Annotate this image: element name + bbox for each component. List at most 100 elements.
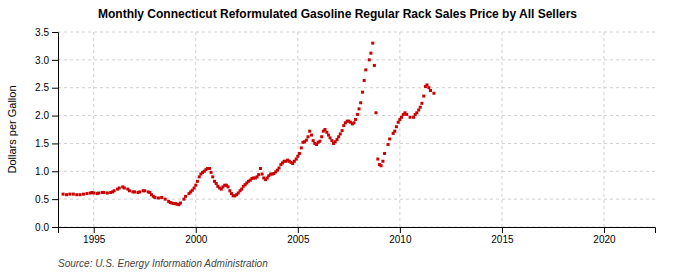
tick-mark bbox=[52, 171, 58, 172]
tick-mark bbox=[52, 227, 58, 228]
point bbox=[193, 187, 196, 190]
point bbox=[198, 175, 201, 178]
point bbox=[113, 189, 116, 192]
point bbox=[210, 171, 213, 174]
grid-line bbox=[58, 32, 655, 33]
point bbox=[97, 192, 100, 195]
point bbox=[352, 121, 355, 124]
tick: 0.0 bbox=[35, 222, 58, 233]
point bbox=[336, 138, 339, 141]
tick: 2020 bbox=[593, 227, 616, 245]
point bbox=[92, 192, 95, 195]
point bbox=[354, 118, 357, 121]
point bbox=[72, 193, 75, 196]
grid-line bbox=[58, 87, 655, 88]
grid-line bbox=[501, 32, 502, 227]
tick-label: 1.5 bbox=[35, 138, 49, 149]
point bbox=[320, 135, 323, 138]
point bbox=[68, 193, 71, 196]
point bbox=[373, 64, 376, 67]
tick-label: 2.5 bbox=[35, 82, 49, 93]
tick: 2000 bbox=[185, 227, 208, 245]
tick-label: 1995 bbox=[83, 234, 106, 245]
tick-mark bbox=[298, 227, 299, 233]
point bbox=[118, 187, 121, 190]
point bbox=[259, 167, 262, 170]
point bbox=[228, 189, 231, 192]
tick: 1.0 bbox=[35, 166, 58, 177]
point bbox=[426, 83, 429, 86]
point bbox=[417, 109, 420, 112]
point bbox=[164, 198, 167, 201]
grid-line bbox=[93, 32, 94, 227]
point bbox=[330, 139, 333, 142]
point bbox=[208, 167, 211, 170]
point bbox=[196, 180, 199, 183]
tick-mark bbox=[52, 60, 58, 61]
point bbox=[371, 42, 374, 45]
point bbox=[79, 193, 82, 196]
tick-mark bbox=[52, 116, 58, 117]
point bbox=[308, 130, 311, 133]
point bbox=[227, 185, 230, 188]
point bbox=[85, 192, 88, 195]
point bbox=[364, 68, 367, 71]
point bbox=[182, 198, 185, 201]
point bbox=[75, 193, 78, 196]
point bbox=[412, 116, 415, 119]
point bbox=[194, 184, 197, 187]
point bbox=[368, 58, 371, 61]
tick: 2.5 bbox=[35, 82, 58, 93]
point bbox=[427, 86, 430, 89]
point bbox=[278, 166, 281, 169]
plot-area: 1995200020052010201520200.00.51.01.52.02… bbox=[35, 27, 655, 245]
tick-mark bbox=[196, 227, 197, 233]
tick-mark bbox=[52, 143, 58, 144]
y-axis-title: Dollars per Gallon bbox=[6, 85, 18, 173]
point bbox=[359, 101, 362, 104]
point bbox=[415, 111, 418, 114]
point bbox=[393, 130, 396, 133]
point bbox=[374, 111, 377, 114]
tick-mark bbox=[94, 227, 95, 233]
point bbox=[429, 89, 432, 92]
point bbox=[307, 135, 310, 138]
grid-line bbox=[58, 199, 655, 200]
tick-mark bbox=[52, 88, 58, 89]
tick-mark bbox=[400, 227, 401, 233]
point bbox=[143, 189, 146, 192]
tick-mark bbox=[604, 227, 605, 233]
point bbox=[298, 152, 301, 155]
axis-line bbox=[52, 33, 59, 228]
tick-mark bbox=[52, 32, 58, 33]
point bbox=[133, 190, 136, 193]
point bbox=[339, 132, 342, 135]
tick-label: 2020 bbox=[593, 234, 616, 245]
point bbox=[380, 164, 383, 167]
tick: 0.5 bbox=[35, 194, 58, 205]
point bbox=[341, 129, 344, 132]
tick: 2005 bbox=[287, 227, 310, 245]
point bbox=[312, 139, 315, 142]
tick-label: 3.0 bbox=[35, 55, 49, 66]
grid-line bbox=[297, 32, 298, 227]
tick: 1.5 bbox=[35, 138, 58, 149]
point bbox=[383, 152, 386, 155]
point bbox=[138, 190, 141, 193]
point bbox=[397, 121, 400, 124]
grid-line bbox=[399, 32, 400, 227]
point bbox=[342, 124, 345, 127]
point bbox=[363, 79, 366, 82]
tick-label: 0.5 bbox=[35, 194, 49, 205]
point bbox=[128, 189, 131, 192]
grid-line bbox=[58, 143, 655, 144]
grid-line bbox=[603, 32, 604, 227]
point bbox=[400, 116, 403, 119]
point bbox=[261, 173, 264, 176]
point bbox=[102, 191, 105, 194]
grid bbox=[58, 32, 655, 227]
grid-line bbox=[58, 59, 655, 60]
tick: 3.5 bbox=[35, 27, 58, 38]
point bbox=[369, 52, 372, 55]
point bbox=[337, 135, 340, 138]
